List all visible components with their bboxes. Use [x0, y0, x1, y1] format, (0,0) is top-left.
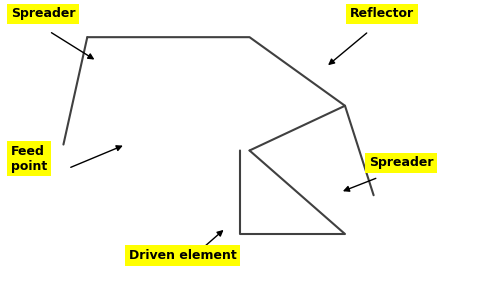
Text: Driven element: Driven element — [129, 249, 237, 262]
Text: Feed
point: Feed point — [11, 144, 47, 172]
Text: Spreader: Spreader — [11, 7, 75, 20]
Text: Reflector: Reflector — [350, 7, 414, 20]
Text: Spreader: Spreader — [369, 157, 433, 169]
